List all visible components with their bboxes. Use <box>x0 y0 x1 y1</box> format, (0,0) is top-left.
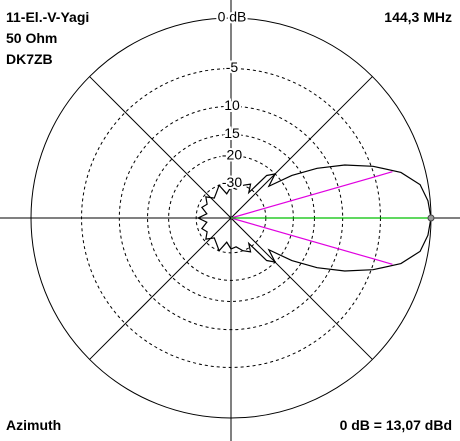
r-tick-label: -30 <box>222 174 242 190</box>
r-tick-label: 0 dB <box>218 9 247 25</box>
plot-label: Azimuth <box>6 417 61 433</box>
title: 11-El.-V-Yagi <box>6 9 89 25</box>
half-power-line <box>230 217 393 265</box>
pattern <box>196 164 432 272</box>
max-marker <box>427 214 435 222</box>
r-tick-label: -20 <box>222 146 242 162</box>
reference: 0 dB = 13,07 dBd <box>340 417 452 433</box>
info-line: DK7ZB <box>6 51 53 67</box>
r-tick-label: 10 <box>224 97 240 113</box>
r-tick-label: 15 <box>224 125 240 141</box>
half-power-line <box>230 171 393 219</box>
r-tick-label: -5 <box>226 59 239 75</box>
frequency: 144,3 MHz <box>384 9 452 25</box>
info-line: 50 Ohm <box>6 30 57 46</box>
